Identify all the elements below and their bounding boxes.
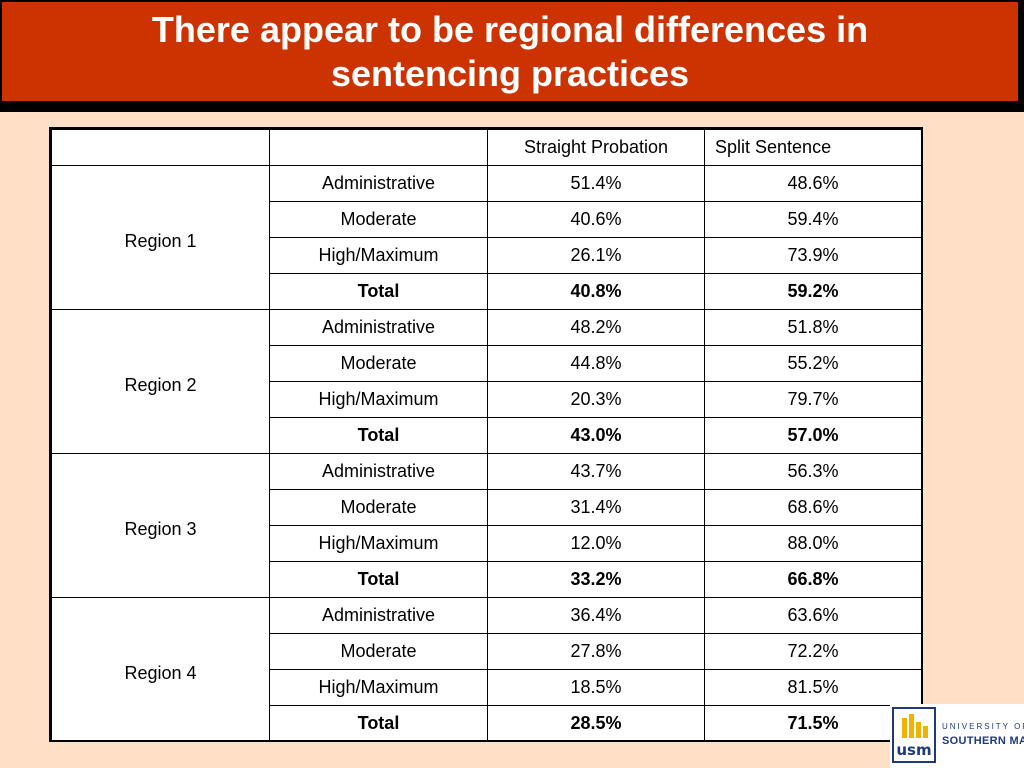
- split-sentence-cell: 55.2%: [704, 345, 922, 382]
- table-row: High/Maximum 18.5% 81.5%: [52, 669, 922, 706]
- level-cell: Administrative: [269, 453, 488, 490]
- region-label-cell: Region 3: [51, 453, 270, 598]
- straight-probation-cell: 27.8%: [487, 633, 705, 670]
- split-sentence-cell: 59.2%: [704, 273, 922, 310]
- straight-probation-cell: 43.0%: [487, 417, 705, 454]
- straight-probation-cell: 12.0%: [487, 525, 705, 562]
- usm-logo-line-1: UNIVERSITY OF: [942, 722, 1024, 731]
- split-sentence-cell: 48.6%: [704, 165, 922, 202]
- sentencing-table-container: Straight Probation Split Sentence Region…: [49, 127, 923, 742]
- straight-probation-cell: 40.8%: [487, 273, 705, 310]
- split-sentence-cell: 66.8%: [704, 561, 922, 598]
- table-row: Moderate 31.4% 68.6%: [52, 489, 922, 526]
- table-row: High/Maximum 12.0% 88.0%: [52, 525, 922, 562]
- split-sentence-cell: 72.2%: [704, 633, 922, 670]
- straight-probation-cell: 40.6%: [487, 201, 705, 238]
- header-cell-split-sentence: Split Sentence: [704, 129, 922, 166]
- level-cell: High/Maximum: [269, 237, 488, 274]
- level-cell: High/Maximum: [269, 381, 488, 418]
- level-cell: Total: [269, 561, 488, 598]
- usm-logo-wordmark: UNIVERSITY OF SOUTHERN MAINE: [942, 722, 1024, 747]
- table-row: Moderate 40.6% 59.4%: [52, 201, 922, 238]
- usm-logo-mark-text: usm: [896, 741, 932, 759]
- level-cell: Administrative: [269, 165, 488, 202]
- straight-probation-cell: 26.1%: [487, 237, 705, 274]
- level-cell: High/Maximum: [269, 525, 488, 562]
- straight-probation-cell: 44.8%: [487, 345, 705, 382]
- straight-probation-cell: 18.5%: [487, 669, 705, 706]
- usm-logo-mark: usm: [892, 707, 936, 763]
- split-sentence-cell: 79.7%: [704, 381, 922, 418]
- split-sentence-cell: 63.6%: [704, 597, 922, 634]
- table-row: Total 28.5% 71.5%: [52, 705, 922, 742]
- straight-probation-cell: 43.7%: [487, 453, 705, 490]
- level-cell: Moderate: [269, 201, 488, 238]
- split-sentence-cell: 71.5%: [704, 705, 922, 742]
- lighthouse-bars-icon: [902, 714, 928, 738]
- table-row: High/Maximum 20.3% 79.7%: [52, 381, 922, 418]
- header-cell-region: [51, 129, 270, 166]
- header-cell-straight-probation: Straight Probation: [487, 129, 705, 166]
- table-row: Region 4 Administrative 36.4% 63.6%: [51, 597, 922, 742]
- level-cell: Total: [269, 273, 488, 310]
- split-sentence-cell: 68.6%: [704, 489, 922, 526]
- level-cell: Moderate: [269, 345, 488, 382]
- split-sentence-cell: 57.0%: [704, 417, 922, 454]
- header-row: Straight Probation Split Sentence: [51, 129, 922, 166]
- title-line-2: sentencing practices: [330, 52, 690, 94]
- straight-probation-cell: 31.4%: [487, 489, 705, 526]
- region-label-cell: Region 1: [51, 165, 270, 310]
- straight-probation-cell: 48.2%: [487, 309, 705, 346]
- table-row: Total 43.0% 57.0%: [52, 417, 922, 454]
- level-cell: Moderate: [269, 489, 488, 526]
- level-cell: Total: [269, 705, 488, 742]
- straight-probation-cell: 36.4%: [487, 597, 705, 634]
- level-cell: High/Maximum: [269, 669, 488, 706]
- table-row: Region 2 Administrative 48.2% 51.8%: [51, 309, 922, 454]
- level-cell: Moderate: [269, 633, 488, 670]
- split-sentence-cell: 73.9%: [704, 237, 922, 274]
- region-label-cell: Region 4: [51, 597, 270, 742]
- split-sentence-cell: 81.5%: [704, 669, 922, 706]
- table-row: High/Maximum 26.1% 73.9%: [52, 237, 922, 274]
- title-bar: There appear to be regional differences …: [0, 0, 1020, 103]
- table-row: Total 40.8% 59.2%: [52, 273, 922, 310]
- table-row: Region 1 Administrative 51.4% 48.6%: [51, 165, 922, 310]
- straight-probation-cell: 20.3%: [487, 381, 705, 418]
- level-cell: Total: [269, 417, 488, 454]
- usm-logo: usm UNIVERSITY OF SOUTHERN MAINE: [890, 704, 1024, 768]
- split-sentence-cell: 56.3%: [704, 453, 922, 490]
- level-cell: Administrative: [269, 309, 488, 346]
- header-cell-level: [269, 129, 488, 166]
- straight-probation-cell: 28.5%: [487, 705, 705, 742]
- split-sentence-cell: 59.4%: [704, 201, 922, 238]
- table-row: Region 3 Administrative 43.7% 56.3%: [51, 453, 922, 598]
- region-label-cell: Region 2: [51, 309, 270, 454]
- title-line-1: There appear to be regional differences …: [151, 8, 869, 50]
- split-sentence-cell: 51.8%: [704, 309, 922, 346]
- split-sentence-cell: 88.0%: [704, 525, 922, 562]
- straight-probation-cell: 51.4%: [487, 165, 705, 202]
- sentencing-table: Straight Probation Split Sentence Region…: [51, 129, 922, 742]
- usm-logo-line-2: SOUTHERN MAINE: [942, 735, 1024, 747]
- table-row: Moderate 44.8% 55.2%: [52, 345, 922, 382]
- level-cell: Administrative: [269, 597, 488, 634]
- straight-probation-cell: 33.2%: [487, 561, 705, 598]
